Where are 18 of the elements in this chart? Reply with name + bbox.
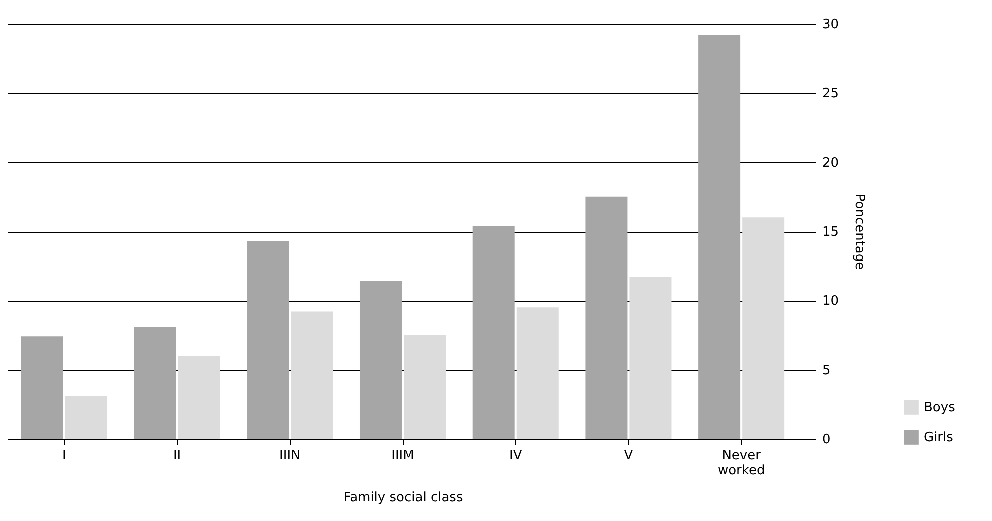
x-tick-label: Never worked <box>718 448 766 478</box>
x-tick-label: II <box>173 448 182 464</box>
x-tick-label: IIIM <box>392 448 414 464</box>
y-axis-title: Poncentage <box>852 194 868 270</box>
legend-label: Girls <box>924 430 954 446</box>
x-tick-label: IV <box>509 448 522 464</box>
y-tick-label: 15 <box>822 225 840 240</box>
y-tick-label: 5 <box>822 363 831 378</box>
y-tick-label: 25 <box>822 86 840 102</box>
x-tick-label: I <box>62 448 66 464</box>
legend-label: Boys <box>924 400 956 416</box>
y-tick-label: 30 <box>822 18 840 32</box>
y-tick-label: 10 <box>822 294 840 310</box>
x-tick-label: V <box>624 448 634 464</box>
y-tick-label: 0 <box>822 432 831 448</box>
x-tick-label: IIIN <box>280 448 301 464</box>
y-tick-label: 20 <box>822 156 840 171</box>
x-axis-title: Family social class <box>344 490 464 506</box>
